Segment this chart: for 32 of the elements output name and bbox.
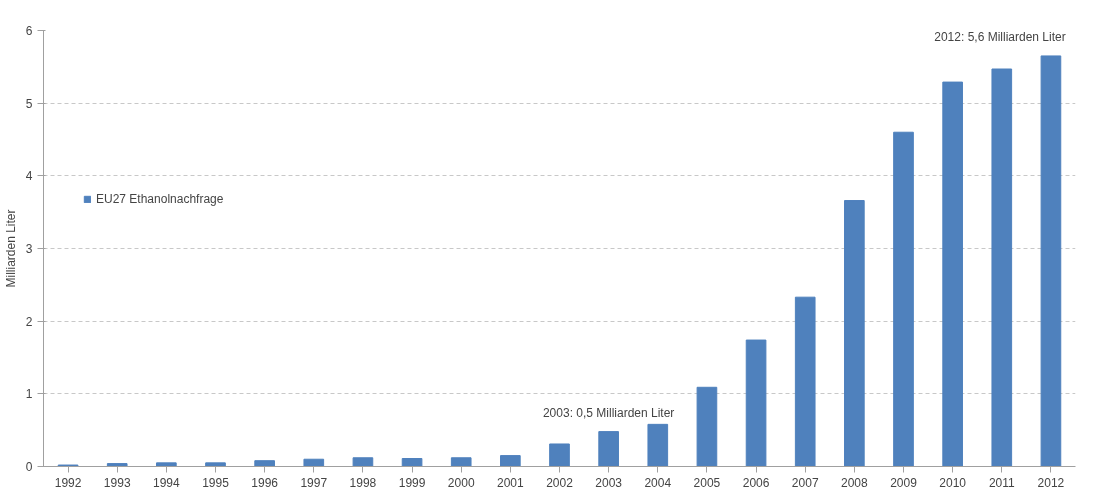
y-axis-title: Milliarden Liter (3, 209, 18, 288)
y-tick-label: 6 (25, 24, 33, 38)
y-tick-label: 1 (25, 387, 33, 402)
y-tick-label: 0 (25, 460, 33, 474)
x-tick-label: 2004 (644, 475, 672, 490)
x-tick-label: 2010 (939, 475, 967, 490)
x-tick-label: 1998 (349, 475, 377, 490)
x-tick-label: 2006 (742, 475, 770, 490)
x-tick-label: 1999 (398, 475, 426, 490)
x-tick-label: 2005 (693, 475, 721, 490)
x-tick-label: 2007 (791, 475, 819, 490)
x-tick-label: 1997 (300, 475, 328, 490)
x-tick-label: 2008 (841, 475, 869, 490)
x-tick-label: 1996 (251, 475, 279, 490)
x-tick-label: 1992 (54, 475, 82, 490)
x-tick-label: 1994 (153, 475, 181, 490)
y-tick-label: 4 (25, 169, 33, 184)
annotation: 2003: 0,5 Milliarden Liter (542, 405, 675, 420)
y-tick-label: 2 (25, 314, 33, 329)
x-tick-label: 1993 (103, 475, 131, 490)
x-tick-label: 2011 (988, 475, 1016, 490)
x-tick-label: 2002 (546, 475, 574, 490)
y-tick-label: 5 (25, 96, 33, 111)
x-tick-label: 2000 (447, 475, 475, 490)
annotation: 2012: 5,6 Milliarden Liter (934, 29, 1066, 44)
x-tick-label: 2001 (497, 475, 525, 490)
x-tick-label: 2009 (890, 475, 918, 490)
y-tick-label: 3 (25, 242, 33, 256)
x-tick-label: 2003 (595, 475, 623, 490)
legend-label: EU27 Ethanolnachfrage (96, 192, 224, 206)
x-tick-label: 1995 (202, 475, 230, 490)
x-tick-label: 2012 (1037, 475, 1065, 490)
